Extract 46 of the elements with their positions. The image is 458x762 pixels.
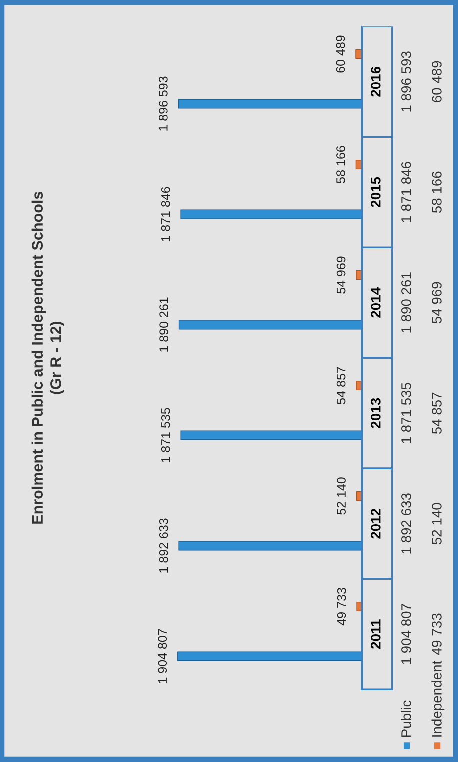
text: 58 166 (432, 172, 442, 214)
y-tick-label: 2015 (370, 177, 381, 208)
text: 52 140 (432, 503, 442, 545)
data-label: 1 871 535 (161, 408, 170, 462)
text: (Gr R - 12) (50, 322, 64, 394)
bar (180, 430, 362, 440)
bar (356, 160, 362, 170)
data-label: 58 166 (336, 146, 346, 184)
data-label: 1 904 807 (158, 629, 168, 684)
text: Independent (432, 661, 445, 737)
text: 1 904 807 (402, 604, 412, 664)
text: Public (401, 700, 412, 738)
text: 1 896 593 (402, 52, 412, 112)
text: 49 733 (432, 614, 442, 656)
text: 1 890 261 (402, 272, 412, 333)
text: 1 892 633 (402, 494, 412, 554)
text: 60 489 (432, 61, 442, 102)
bar (356, 50, 362, 60)
y-tick-label: 2011 (370, 620, 381, 649)
data-label: 54 969 (336, 256, 346, 294)
bar (178, 320, 362, 330)
data-label: 49 733 (337, 588, 346, 626)
text: Enrolment in Public and Independent Schools (32, 192, 46, 524)
text: 54 969 (432, 282, 442, 324)
data-label: 1 871 846 (161, 187, 170, 242)
data-label: 1 896 593 (159, 76, 168, 131)
y-tick-label: 2013 (370, 398, 381, 428)
y-tick-label: 2016 (370, 66, 381, 97)
text: 54 857 (432, 392, 442, 434)
bar (356, 491, 362, 502)
bar (356, 380, 362, 391)
bar (356, 270, 362, 280)
y-tick-label: 2012 (370, 508, 381, 539)
bar (178, 652, 362, 662)
bar (180, 210, 362, 220)
bar (178, 541, 362, 551)
y-tick-label: 2014 (370, 288, 381, 318)
data-label: 52 140 (337, 478, 346, 515)
data-label: 60 489 (336, 36, 346, 73)
data-label: 54 857 (336, 367, 346, 404)
data-label: 1 892 633 (159, 518, 168, 573)
bar (178, 99, 362, 109)
bar (356, 602, 362, 612)
text: 1 871 846 (402, 162, 412, 222)
data-label: 1 890 261 (160, 298, 168, 352)
text: 1 871 535 (402, 383, 412, 444)
